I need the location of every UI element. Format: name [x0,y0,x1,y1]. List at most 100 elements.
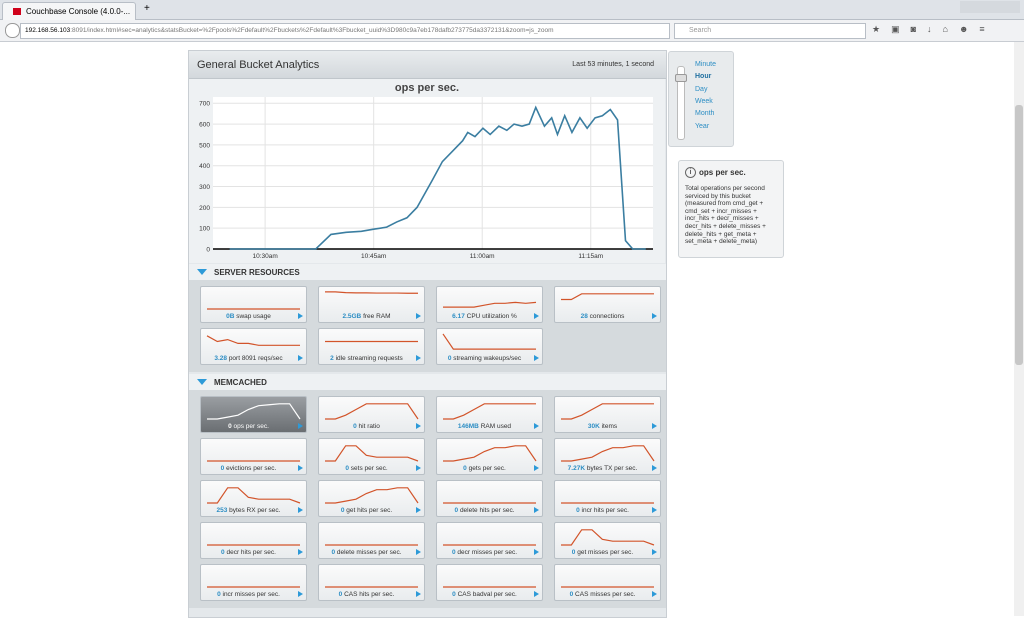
zoom-option[interactable]: Minute [695,61,717,68]
stat-tile[interactable]: 0 incr misses per sec. [200,564,307,601]
sparkline [561,445,655,462]
stat-tile[interactable]: 0 gets per sec. [436,438,543,475]
sparkline-line [561,529,655,546]
panel-header: General Bucket Analytics Last 53 minutes… [189,51,666,79]
tile-arrow[interactable] [534,465,539,471]
stat-tile[interactable]: 0 CAS hits per sec. [318,564,425,601]
stat-tile[interactable]: 0 get misses per sec. [554,522,661,559]
section-toggle[interactable] [197,379,207,385]
stat-tile[interactable]: 0 hit ratio [318,396,425,433]
zoom-handle[interactable] [675,74,687,82]
stat-tile[interactable]: 2 idle streaming requests [318,328,425,365]
tile-label: delete misses per sec. [336,549,402,556]
tile-arrow[interactable] [652,591,657,597]
tile-caption: 6.17 CPU utilization % [437,313,532,320]
tile-arrow[interactable] [298,423,303,429]
tile-arrow[interactable] [534,313,539,319]
stat-tile[interactable]: 2.5GB free RAM [318,286,425,323]
stat-tile[interactable]: 0B swap usage [200,286,307,323]
stat-tile[interactable]: 0 incr hits per sec. [554,480,661,517]
back-button[interactable] [5,23,20,38]
tile-arrow[interactable] [298,465,303,471]
stat-tile[interactable]: 0 CAS misses per sec. [554,564,661,601]
tile-arrow[interactable] [416,507,421,513]
stat-tile[interactable]: 0 delete hits per sec. [436,480,543,517]
tile-caption: 0 decr misses per sec. [437,549,532,556]
stat-tile[interactable]: 0 sets per sec. [318,438,425,475]
tile-caption: 7.27K bytes TX per sec. [555,465,650,472]
tile-arrow[interactable] [652,465,657,471]
tile-value: 0 [228,423,232,430]
stat-tile[interactable]: 0 CAS badval per sec. [436,564,543,601]
tile-caption: 0 CAS badval per sec. [437,591,532,598]
tile-arrow[interactable] [416,423,421,429]
tile-arrow[interactable] [534,423,539,429]
tile-label: hit ratio [358,423,380,430]
tile-arrow[interactable] [652,313,657,319]
y-tick-label: 700 [199,101,210,108]
tile-arrow[interactable] [298,591,303,597]
tile-arrow[interactable] [298,355,303,361]
stat-tile[interactable]: 30K items [554,396,661,433]
tab-title: Couchbase Console (4.0.0-... [26,7,131,16]
stat-tile[interactable]: 3.28 port 8091 reqs/sec [200,328,307,365]
tile-value: 0 [220,465,225,472]
tile-arrow[interactable] [416,355,421,361]
new-tab[interactable]: + [144,3,150,14]
stat-tile[interactable]: 0 evictions per sec. [200,438,307,475]
tile-arrow[interactable] [416,549,421,555]
stat-tile[interactable]: 0 delete misses per sec. [318,522,425,559]
tile-arrow[interactable] [534,355,539,361]
tile-arrow[interactable] [652,423,657,429]
stat-tile[interactable]: 0 streaming wakeups/sec [436,328,543,365]
stat-tile[interactable]: 253 bytes RX per sec. [200,480,307,517]
search-box[interactable]: Search [674,23,866,39]
sparkline-line [207,487,301,504]
info-box: i ops per sec. Total operations per seco… [678,160,784,258]
tile-arrow[interactable] [534,549,539,555]
tile-arrow[interactable] [534,507,539,513]
stat-tile[interactable]: 146MB RAM used [436,396,543,433]
sparkline-line [325,403,419,420]
zoom-option[interactable]: Day [695,85,708,93]
tile-arrow[interactable] [298,507,303,513]
stat-tile[interactable]: 0 get hits per sec. [318,480,425,517]
tile-value: 3.28 [214,355,227,362]
stat-tile[interactable]: 0 ops per sec. [200,396,307,433]
sparkline [443,586,536,588]
window-controls[interactable] [960,1,1020,13]
sparkline [561,529,655,546]
tile-arrow[interactable] [534,591,539,597]
tile-caption: 0 ops per sec. [201,423,296,430]
zoom-option[interactable]: Year [695,122,710,130]
zoom-option[interactable]: Month [695,110,715,118]
stat-tile[interactable]: 0 decr hits per sec. [200,522,307,559]
tile-value: 0 [217,591,221,598]
toolbar-icons[interactable]: ★▣◙↓⌂☻≡ [872,24,996,34]
scroll-thumb[interactable] [1015,105,1023,365]
tile-value: 0 [353,423,357,430]
tile-arrow[interactable] [298,549,303,555]
tile-value: 0 [221,549,225,556]
tile-arrow[interactable] [416,591,421,597]
stat-tile[interactable]: 28 connections [554,286,661,323]
tile-arrow[interactable] [416,465,421,471]
sparkline-line [325,487,419,504]
tile-arrow[interactable] [416,313,421,319]
tab[interactable]: Couchbase Console (4.0.0-...× [2,2,136,33]
section-toggle[interactable] [197,269,207,275]
sparkline-line [561,293,654,301]
zoom-option[interactable]: Hour [695,73,712,81]
url-bar[interactable]: 192.168.56.103:8091/index.html#sec=analy… [20,23,670,39]
zoom-option[interactable]: Week [695,97,713,105]
zoom-slider[interactable] [677,66,685,140]
tile-label: get hits per sec. [346,507,393,514]
stat-tile[interactable]: 0 decr misses per sec. [436,522,543,559]
tile-arrow[interactable] [652,549,657,555]
stat-tile[interactable]: 6.17 CPU utilization % [436,286,543,323]
stat-tile[interactable]: 7.27K bytes TX per sec. [554,438,661,475]
tile-arrow[interactable] [298,313,303,319]
panel-title: General Bucket Analytics [197,59,320,71]
tile-arrow[interactable] [652,507,657,513]
tile-label: port 8091 reqs/sec [228,355,283,362]
